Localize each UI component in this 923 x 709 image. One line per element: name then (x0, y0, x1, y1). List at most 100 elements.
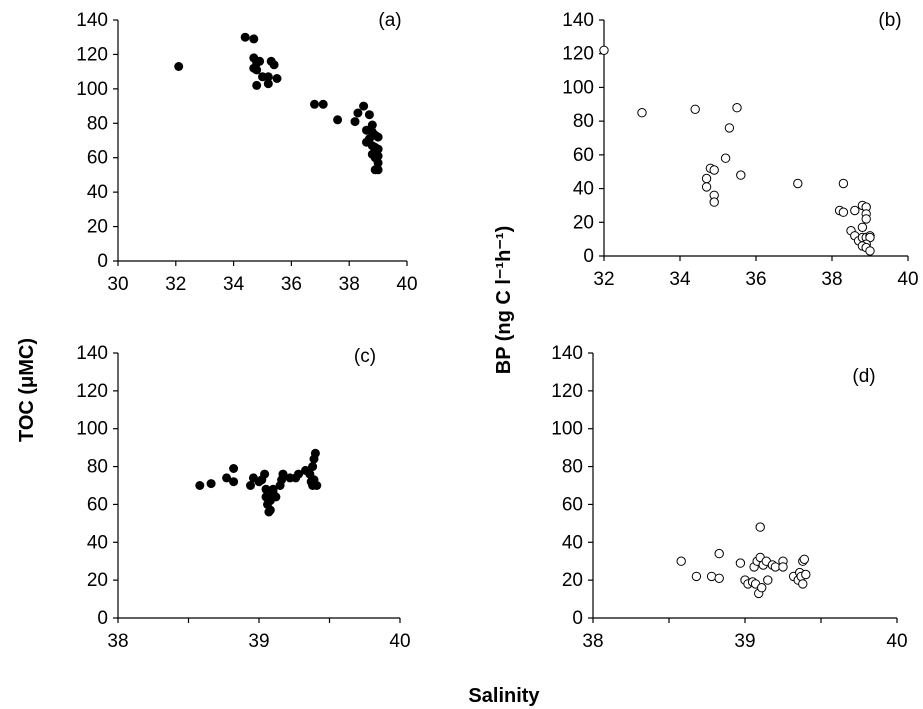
data-point (261, 484, 271, 494)
data-point (364, 110, 374, 120)
x-tick-label: 40 (389, 631, 410, 652)
data-point (373, 132, 383, 142)
y-tick-label: 100 (562, 77, 594, 98)
x-tick-label: 34 (223, 274, 245, 295)
y-tick-label: 80 (87, 113, 108, 134)
y-tick-label: 0 (97, 251, 108, 272)
data-point (755, 522, 765, 532)
data-point (793, 178, 803, 189)
data-point (359, 101, 369, 111)
x-tick-label: 40 (897, 269, 918, 290)
data-point (174, 62, 184, 71)
y-tick-label: 0 (572, 608, 583, 629)
data-point (838, 178, 849, 189)
data-point (599, 45, 609, 55)
x-tick-label: 38 (821, 269, 842, 290)
y-tick-label: 100 (551, 419, 583, 440)
x-tick-label: 38 (339, 274, 360, 295)
data-point (373, 144, 383, 154)
data-point (318, 99, 328, 109)
y-tick-label: 40 (87, 532, 108, 553)
data-point (690, 104, 700, 115)
data-point (799, 554, 809, 564)
y-axis-label-bp: BP (ng C l⁻¹h⁻¹) (493, 226, 515, 375)
data-point (838, 207, 849, 217)
y-tick-label: 140 (562, 10, 594, 31)
data-point (865, 246, 875, 256)
data-point (709, 197, 719, 207)
data-point (714, 548, 724, 559)
panel-label: (b) (878, 10, 901, 31)
y-tick-label: 120 (551, 381, 583, 402)
data-point (757, 583, 767, 593)
data-point (271, 492, 281, 502)
y-tick-label: 20 (562, 570, 583, 591)
data-point (249, 34, 259, 44)
y-tick-label: 120 (76, 381, 108, 402)
x-tick-label: 36 (281, 274, 302, 295)
data-point (263, 79, 273, 89)
data-point (310, 99, 319, 109)
panel-label: (c) (354, 346, 376, 367)
data-point (850, 205, 860, 216)
data-point (229, 477, 239, 487)
y-tick-label: 120 (562, 44, 594, 65)
data-point (222, 473, 232, 483)
y-tick-label: 100 (76, 79, 108, 100)
y-tick-label: 80 (87, 457, 108, 478)
data-point (763, 575, 773, 585)
data-point (255, 56, 265, 66)
y-tick-label: 0 (97, 608, 108, 629)
data-point (736, 170, 746, 180)
data-point (701, 173, 712, 184)
y-tick-label: 40 (562, 532, 583, 553)
data-point (240, 32, 250, 42)
x-tick-label: 30 (107, 274, 128, 295)
y-tick-label: 0 (583, 246, 594, 267)
data-point (373, 158, 383, 168)
x-tick-label: 36 (745, 269, 766, 290)
y-tick-label: 140 (76, 343, 108, 364)
scatter-panel-3: 0 20 40 60 80 100 120 140 38 39 40 (c) (76, 343, 410, 652)
y-tick-label: 20 (87, 570, 108, 591)
x-tick-label: 38 (582, 631, 603, 652)
y-tick-label: 120 (76, 44, 108, 65)
data-point (709, 165, 719, 175)
data-point (714, 573, 724, 583)
y-tick-label: 20 (87, 217, 108, 238)
scatter-panel-1: 0 20 40 60 80 100 120 140 30 32 34 36 38 40 (a) (76, 10, 417, 295)
data-point (252, 65, 262, 75)
panel-label: (a) (378, 10, 401, 31)
y-axis-label-toc: TOC (μMC) (16, 338, 38, 442)
scatter-panel-2: 0 20 40 60 80 100 120 140 32 34 36 38 40 (b) (562, 10, 918, 290)
y-tick-label: 60 (573, 145, 594, 166)
y-tick-label: 40 (87, 182, 108, 203)
data-point (778, 562, 788, 572)
panel-label: (d) (852, 366, 875, 387)
x-tick-label: 34 (669, 269, 691, 290)
data-point (735, 558, 746, 568)
data-point (724, 123, 735, 133)
data-point (312, 481, 322, 490)
data-point (798, 579, 808, 589)
data-point (278, 469, 288, 479)
data-point (263, 72, 273, 82)
y-tick-label: 60 (87, 494, 108, 515)
data-point (229, 464, 239, 473)
y-tick-label: 40 (573, 179, 594, 200)
data-point (333, 115, 343, 125)
data-point (720, 153, 731, 163)
x-tick-label: 40 (396, 274, 417, 295)
data-point (861, 214, 871, 224)
data-point (269, 60, 279, 70)
data-point (265, 505, 275, 515)
x-tick-label: 32 (165, 274, 186, 295)
x-tick-label: 39 (734, 631, 755, 652)
y-tick-label: 140 (76, 10, 108, 31)
y-tick-label: 60 (87, 148, 108, 169)
data-point (706, 571, 717, 582)
x-tick-label: 38 (107, 631, 128, 652)
data-point (206, 479, 216, 489)
scatter-panel-4: 0 20 40 60 80 100 120 140 38 39 40 (d) (551, 343, 907, 652)
data-point (195, 481, 205, 490)
